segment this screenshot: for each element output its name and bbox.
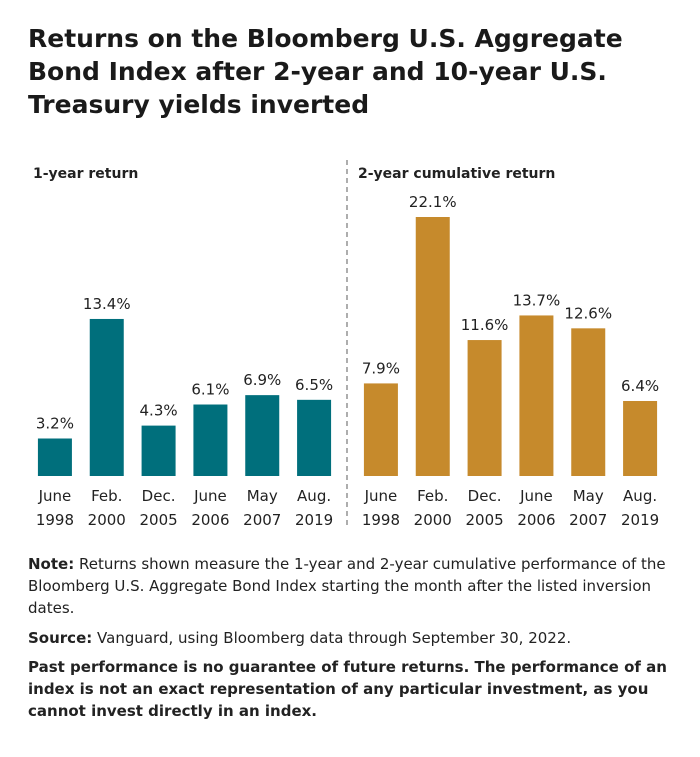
value-label: 6.1% bbox=[191, 381, 229, 399]
x-tick-label: May 2007 bbox=[243, 487, 282, 529]
x-tick-label: Feb. 2000 bbox=[87, 487, 126, 529]
bar bbox=[37, 438, 72, 476]
value-label: 3.2% bbox=[36, 414, 74, 432]
value-label: 6.4% bbox=[621, 377, 659, 395]
x-tick-label: Aug. 2019 bbox=[294, 487, 334, 529]
x-tick-label: June 2006 bbox=[517, 487, 556, 529]
x-tick-label: Feb. 2000 bbox=[413, 487, 452, 529]
source: Source: Vanguard, using Bloomberg data t… bbox=[28, 627, 678, 649]
x-tick-label: Aug. 2019 bbox=[620, 487, 660, 529]
x-tick-label: Dec. 2005 bbox=[139, 487, 178, 529]
bar bbox=[193, 404, 228, 476]
note: Note: Returns shown measure the 1-year a… bbox=[28, 553, 678, 619]
source-label: Source: bbox=[28, 629, 93, 647]
disclaimer: Past performance is no guarantee of futu… bbox=[28, 658, 667, 720]
x-tick-label: June 2006 bbox=[191, 487, 230, 529]
note-label: Note: bbox=[28, 555, 75, 573]
source-text: Vanguard, using Bloomberg data through S… bbox=[97, 629, 572, 647]
bar bbox=[363, 383, 398, 476]
bar bbox=[245, 395, 280, 476]
bar bbox=[467, 340, 502, 476]
x-tick-label: Dec. 2005 bbox=[465, 487, 504, 529]
bar bbox=[297, 399, 332, 476]
panel-title: 1-year return bbox=[33, 166, 138, 182]
value-label: 22.1% bbox=[409, 193, 457, 211]
bar bbox=[89, 318, 124, 476]
value-label: 13.4% bbox=[83, 295, 131, 313]
bar bbox=[415, 217, 450, 476]
value-label: 6.9% bbox=[243, 371, 281, 389]
x-tick-label: May 2007 bbox=[569, 487, 608, 529]
value-label: 4.3% bbox=[140, 402, 178, 420]
value-label: 13.7% bbox=[513, 291, 561, 309]
value-label: 7.9% bbox=[362, 359, 400, 377]
bar bbox=[623, 400, 658, 476]
value-label: 6.5% bbox=[295, 376, 333, 394]
note-text: Returns shown measure the 1-year and 2-y… bbox=[28, 555, 666, 617]
bar bbox=[141, 425, 176, 476]
bar bbox=[519, 315, 554, 476]
x-tick-label: June 1998 bbox=[361, 487, 400, 529]
title: Returns on the Bloomberg U.S. Aggregate … bbox=[28, 24, 623, 119]
panel-title: 2-year cumulative return bbox=[358, 166, 555, 182]
value-label: 12.6% bbox=[564, 304, 612, 322]
bar bbox=[571, 328, 606, 476]
value-label: 11.6% bbox=[461, 316, 509, 334]
x-tick-label: June 1998 bbox=[35, 487, 74, 529]
